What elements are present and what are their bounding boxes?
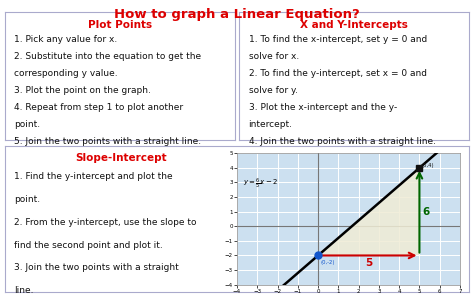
Text: 2. From the y-intercept, use the slope to: 2. From the y-intercept, use the slope t… <box>14 218 197 227</box>
Text: 4. Join the two points with a straight line.: 4. Join the two points with a straight l… <box>248 137 436 146</box>
Polygon shape <box>318 168 419 256</box>
Text: (0,-2): (0,-2) <box>320 259 335 265</box>
Text: 5: 5 <box>365 258 372 268</box>
Text: Slope-Intercept: Slope-Intercept <box>75 153 167 163</box>
Text: solve for x.: solve for x. <box>248 52 299 61</box>
Text: 2. To find the y-intercept, set x = 0 and: 2. To find the y-intercept, set x = 0 an… <box>248 69 427 78</box>
Text: find the second point and plot it.: find the second point and plot it. <box>14 240 163 250</box>
Text: 1. To find the x-intercept, set y = 0 and: 1. To find the x-intercept, set y = 0 an… <box>248 35 427 44</box>
Text: solve for y.: solve for y. <box>248 86 298 95</box>
Text: 3. Join the two points with a straight: 3. Join the two points with a straight <box>14 263 179 272</box>
Text: X and Y-Intercepts: X and Y-Intercepts <box>301 20 408 30</box>
Text: 1. Find the y-intercept and plot the: 1. Find the y-intercept and plot the <box>14 172 173 181</box>
Text: intercept.: intercept. <box>248 120 292 129</box>
Text: Plot Points: Plot Points <box>88 20 152 30</box>
Text: 1. Pick any value for x.: 1. Pick any value for x. <box>14 35 117 44</box>
Text: How to graph a Linear Equation?: How to graph a Linear Equation? <box>114 8 360 20</box>
Text: 6: 6 <box>422 206 430 217</box>
Text: 4. Repeat from step 1 to plot another: 4. Repeat from step 1 to plot another <box>14 103 183 112</box>
Text: line.: line. <box>14 286 34 295</box>
Text: corresponding y value.: corresponding y value. <box>14 69 118 78</box>
Text: 3. Plot the x-intercept and the y-: 3. Plot the x-intercept and the y- <box>248 103 397 112</box>
Text: 5. Join the two points with a straight line.: 5. Join the two points with a straight l… <box>14 137 201 146</box>
Text: 2. Substitute into the equation to get the: 2. Substitute into the equation to get t… <box>14 52 201 61</box>
Text: point.: point. <box>14 120 40 129</box>
Text: $y=\frac{6}{5}x-2$: $y=\frac{6}{5}x-2$ <box>243 176 278 191</box>
Text: (5,4): (5,4) <box>422 163 435 168</box>
Text: 3. Plot the point on the graph.: 3. Plot the point on the graph. <box>14 86 151 95</box>
Text: point.: point. <box>14 195 40 204</box>
